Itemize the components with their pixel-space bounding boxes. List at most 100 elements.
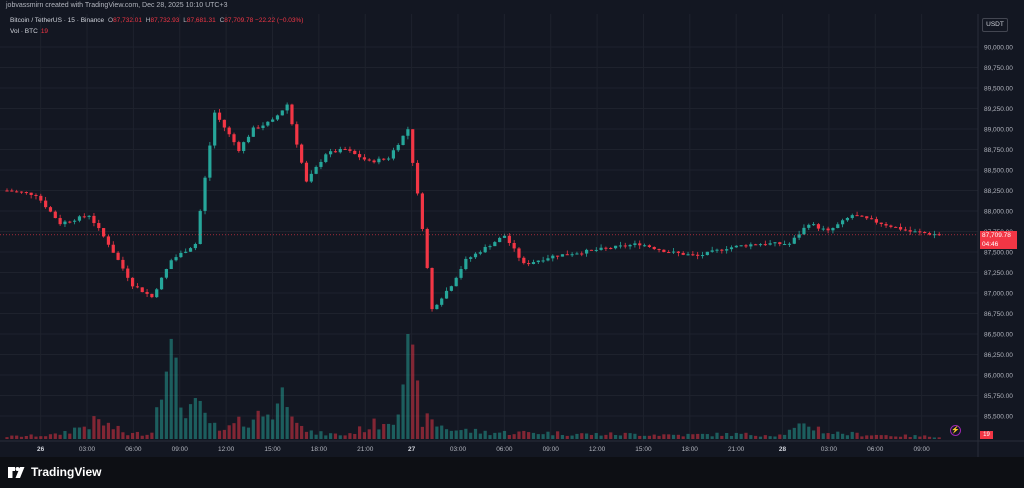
time-tick-label: 27	[408, 446, 416, 453]
candle-body	[435, 304, 439, 310]
volume-bar	[130, 432, 135, 439]
lightning-icon[interactable]: ⚡	[950, 425, 961, 436]
volume-bar	[324, 435, 328, 439]
volume-bar	[87, 429, 91, 439]
candle-body	[865, 216, 869, 219]
volume-bar	[720, 435, 724, 439]
volume-bar	[898, 436, 903, 439]
candle-body	[15, 191, 19, 193]
volume-bar	[184, 418, 188, 439]
volume-bar	[435, 426, 439, 439]
price-chart[interactable]: 90,000.00 89,750.00 89,500.00 89,250.00 89,0…	[0, 0, 1024, 457]
candle-body	[652, 246, 656, 250]
volume-bar	[937, 437, 941, 439]
volume-bar	[792, 427, 796, 439]
high-label: H	[145, 17, 151, 24]
volume-bar	[488, 435, 492, 439]
tradingview-brand[interactable]: TradingView	[8, 465, 101, 479]
candle-body	[647, 245, 651, 247]
candle-body	[787, 243, 792, 245]
volume-bar	[652, 434, 656, 439]
candle-body	[700, 255, 705, 257]
volume-bar	[551, 435, 555, 439]
candle-body	[894, 226, 898, 228]
volume-bar	[401, 384, 405, 439]
candle-body	[889, 225, 893, 227]
volume-bar	[246, 427, 251, 439]
volume-bar	[237, 416, 241, 439]
candle-body	[642, 245, 647, 247]
candle-body	[411, 129, 415, 163]
candle-body	[845, 217, 850, 221]
candle-body	[444, 290, 449, 299]
volume-bar	[609, 432, 613, 439]
candle-body	[111, 244, 115, 253]
volume-bar	[498, 432, 502, 439]
volume-bar	[29, 434, 33, 439]
time-tick-label: 09:00	[543, 446, 560, 453]
price-tick-label: 88,500.00	[984, 168, 1013, 175]
currency-button[interactable]: USDT	[982, 18, 1008, 32]
candle-body	[285, 104, 289, 111]
volume-bar	[193, 398, 197, 439]
candle-body	[618, 245, 623, 247]
candle-body	[237, 142, 241, 151]
candle-body	[898, 227, 903, 230]
candle-body	[473, 253, 478, 258]
candle-body	[531, 262, 536, 265]
volume-bar	[285, 407, 289, 439]
volume-bar	[903, 434, 907, 439]
time-tick-label: 18:00	[682, 446, 699, 453]
volume-bar	[676, 434, 680, 439]
volume-bar	[599, 435, 603, 439]
volume-bar	[546, 431, 550, 439]
volume-bar	[710, 436, 714, 439]
volume-bar	[53, 433, 57, 439]
volume-bar	[222, 429, 226, 439]
brand-name: TradingView	[31, 465, 102, 479]
candle-body	[715, 249, 719, 251]
chart-grid	[0, 14, 978, 441]
candle-body	[657, 249, 661, 251]
volume-bar	[691, 434, 695, 439]
volume-bar	[831, 434, 835, 439]
open-value: 87,732.01	[113, 17, 142, 24]
time-tick-label: 06:00	[496, 446, 513, 453]
volume-label[interactable]: Vol · BTC	[10, 28, 38, 35]
volume-bar	[734, 432, 738, 439]
time-tick-label: 26	[37, 446, 45, 453]
volume-bar	[430, 419, 434, 439]
time-tick-label: 06:00	[125, 446, 142, 453]
volume-bar	[894, 436, 898, 439]
volume-bar	[92, 416, 96, 439]
time-tick-label: 03:00	[450, 446, 467, 453]
candle-body	[106, 236, 111, 245]
symbol-title[interactable]: Bitcoin / TetherUS · 15 · Binance	[10, 17, 105, 24]
candle-body	[903, 229, 907, 231]
candle-body	[29, 192, 33, 195]
candle-body	[304, 162, 309, 182]
volume-bar	[391, 424, 395, 439]
close-value: 87,709.78	[224, 17, 254, 24]
candle-body	[778, 242, 782, 245]
volume-bar	[725, 432, 729, 439]
candle-body	[493, 242, 497, 247]
candle-body	[464, 258, 468, 270]
price-tick-label: 88,000.00	[984, 209, 1013, 216]
volume-bar	[319, 431, 323, 439]
volume-bar	[126, 435, 130, 439]
volume-bar	[869, 435, 874, 439]
candle-body	[102, 228, 106, 237]
volume-bar	[483, 430, 487, 439]
candle-body	[927, 233, 932, 235]
candle-body	[48, 207, 53, 212]
candle-body	[855, 215, 859, 217]
candle-body	[386, 158, 391, 160]
candle-body	[681, 252, 685, 255]
price-tick-label: 86,250.00	[984, 352, 1013, 359]
candle-body	[319, 161, 323, 167]
volume-bar	[362, 432, 367, 439]
volume-bar	[444, 429, 449, 439]
candle-body	[507, 235, 511, 244]
volume-bar	[116, 425, 120, 439]
